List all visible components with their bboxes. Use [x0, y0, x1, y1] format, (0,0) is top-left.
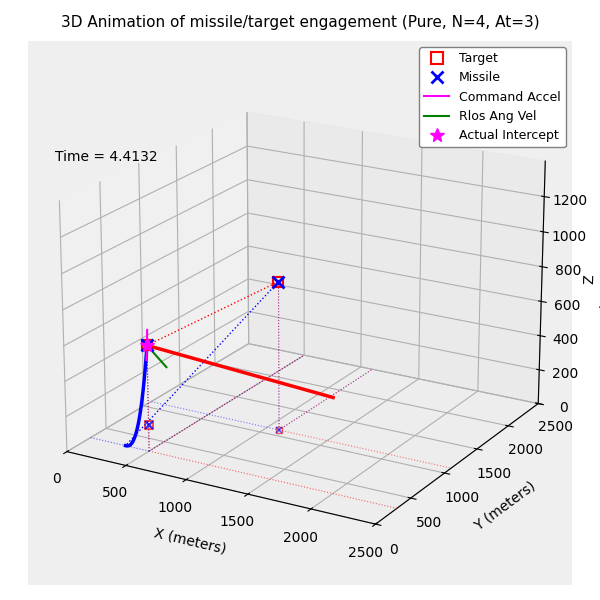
- Text: Time = 4.4132: Time = 4.4132: [55, 149, 158, 164]
- X-axis label: X (meters): X (meters): [152, 526, 227, 556]
- Title: 3D Animation of missile/target engagement (Pure, N=4, At=3): 3D Animation of missile/target engagemen…: [61, 15, 539, 30]
- Y-axis label: Y (meters): Y (meters): [472, 479, 539, 533]
- Legend: Target, Missile, Command Accel, Rlos Ang Vel, Actual Intercept: Target, Missile, Command Accel, Rlos Ang…: [419, 47, 566, 147]
